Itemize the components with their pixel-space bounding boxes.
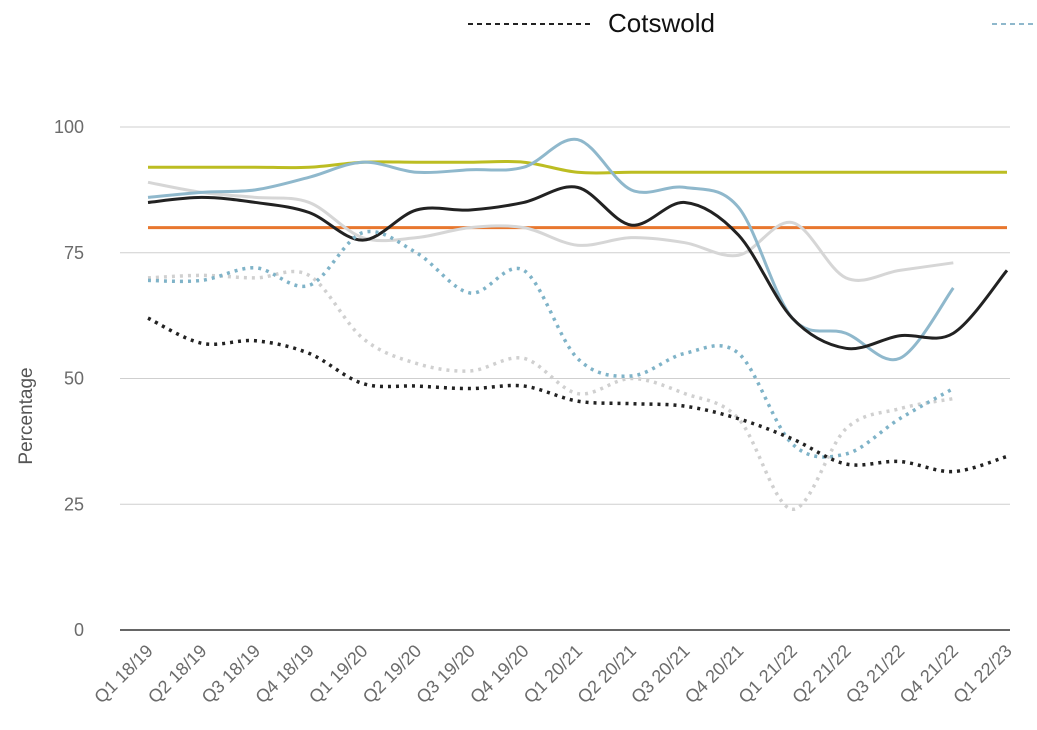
series-line-black-solid (147, 185, 1009, 351)
y-tick-label: 75 (64, 243, 84, 263)
y-tick-label: 50 (64, 369, 84, 389)
y-tick-label: 0 (74, 620, 84, 640)
series-line-black-dotted (147, 316, 1008, 474)
y-axis-title: Percentage (16, 367, 37, 464)
series-line-olive-solid (147, 159, 1007, 175)
series-line-lightgrey-solid (147, 180, 954, 282)
legend: Cotswold (468, 8, 1037, 38)
legend-label-cotswold: Cotswold (608, 8, 715, 38)
gridlines (120, 126, 1010, 631)
series-line-blue-solid (147, 137, 955, 362)
y-axis-ticks: 0 25 50 75 100 (54, 117, 84, 640)
series-layer (147, 137, 1009, 512)
y-tick-label: 25 (64, 494, 84, 514)
x-tick-label: Q1 22/23 (949, 641, 1016, 708)
series-line-lightgrey-dotted (147, 269, 954, 512)
y-tick-label: 100 (54, 117, 84, 137)
